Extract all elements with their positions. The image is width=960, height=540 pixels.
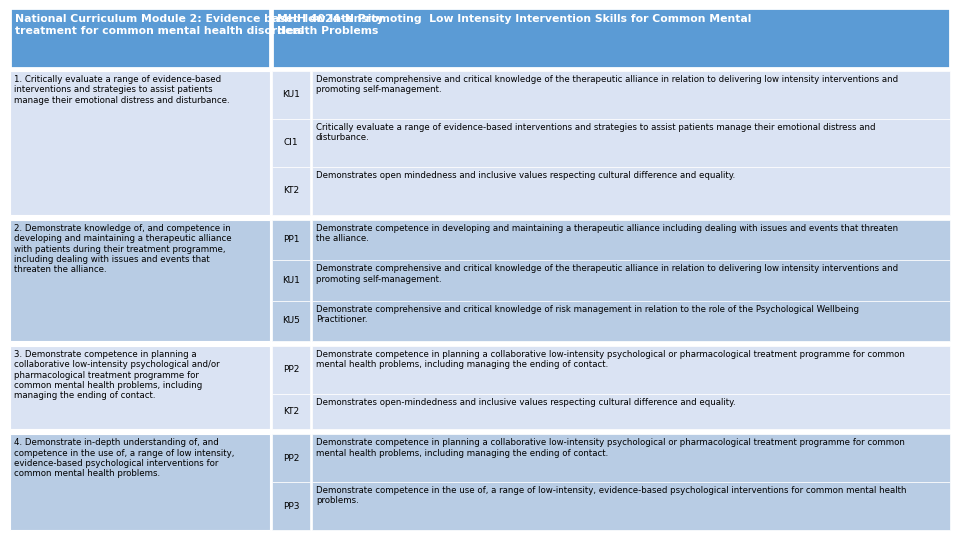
- Bar: [312, 300, 950, 341]
- Bar: [312, 71, 950, 119]
- Text: National Curriculum Module 2: Evidence based low Intensity
treatment for common : National Curriculum Module 2: Evidence b…: [15, 14, 384, 36]
- Text: KU1: KU1: [282, 276, 300, 285]
- Bar: [272, 300, 310, 341]
- Bar: [272, 260, 310, 300]
- Text: PP1: PP1: [283, 235, 300, 245]
- Text: 3. Demonstrate competence in planning a
collaborative low-intensity psychologica: 3. Demonstrate competence in planning a …: [14, 350, 220, 401]
- Bar: [272, 220, 310, 260]
- Bar: [10, 346, 270, 429]
- Bar: [312, 119, 950, 167]
- Text: Demonstrate competence in planning a collaborative low-intensity psychological o: Demonstrate competence in planning a col…: [316, 438, 905, 457]
- Bar: [10, 71, 270, 215]
- Text: MHH 4024-N Promoting  Low Intensity Intervention Skills for Common Mental
Health: MHH 4024-N Promoting Low Intensity Inter…: [277, 14, 752, 36]
- Bar: [272, 346, 310, 394]
- Text: CI1: CI1: [284, 138, 299, 147]
- Bar: [272, 119, 310, 167]
- Bar: [312, 346, 950, 394]
- Bar: [272, 394, 310, 429]
- Bar: [312, 220, 950, 260]
- Text: Demonstrate competence in the use of, a range of low-intensity, evidence-based p: Demonstrate competence in the use of, a …: [316, 486, 906, 505]
- Text: KU1: KU1: [282, 91, 300, 99]
- Text: PP3: PP3: [283, 502, 300, 510]
- Bar: [272, 482, 310, 530]
- Bar: [272, 8, 950, 68]
- Text: KT2: KT2: [283, 186, 300, 195]
- Bar: [10, 8, 270, 68]
- Text: Demonstrate comprehensive and critical knowledge of the therapeutic alliance in : Demonstrate comprehensive and critical k…: [316, 75, 899, 94]
- Bar: [272, 71, 310, 119]
- Bar: [312, 482, 950, 530]
- Bar: [312, 394, 950, 429]
- Bar: [272, 434, 310, 482]
- Text: Demonstrate comprehensive and critical knowledge of risk management in relation : Demonstrate comprehensive and critical k…: [316, 305, 859, 324]
- Text: Demonstrates open mindedness and inclusive values respecting cultural difference: Demonstrates open mindedness and inclusi…: [316, 171, 735, 180]
- Bar: [272, 167, 310, 215]
- Text: 2. Demonstrate knowledge of, and competence in
developing and maintaining a ther: 2. Demonstrate knowledge of, and compete…: [14, 224, 231, 274]
- Text: Demonstrate competence in developing and maintaining a therapeutic alliance incl: Demonstrate competence in developing and…: [316, 224, 899, 243]
- Text: KT2: KT2: [283, 407, 300, 416]
- Bar: [312, 434, 950, 482]
- Text: 1. Critically evaluate a range of evidence-based
interventions and strategies to: 1. Critically evaluate a range of eviden…: [14, 75, 229, 105]
- Bar: [10, 434, 270, 530]
- Bar: [312, 167, 950, 215]
- Text: Demonstrates open-mindedness and inclusive values respecting cultural difference: Demonstrates open-mindedness and inclusi…: [316, 398, 735, 407]
- Bar: [10, 220, 270, 341]
- Text: 4. Demonstrate in-depth understanding of, and
competence in the use of, a range : 4. Demonstrate in-depth understanding of…: [14, 438, 234, 478]
- Text: Demonstrate comprehensive and critical knowledge of the therapeutic alliance in : Demonstrate comprehensive and critical k…: [316, 264, 899, 284]
- Text: Demonstrate competence in planning a collaborative low-intensity psychological o: Demonstrate competence in planning a col…: [316, 350, 905, 369]
- Bar: [312, 260, 950, 300]
- Text: Critically evaluate a range of evidence-based interventions and strategies to as: Critically evaluate a range of evidence-…: [316, 123, 876, 143]
- Text: PP2: PP2: [283, 366, 300, 374]
- Text: KU5: KU5: [282, 316, 300, 325]
- Text: PP2: PP2: [283, 454, 300, 463]
